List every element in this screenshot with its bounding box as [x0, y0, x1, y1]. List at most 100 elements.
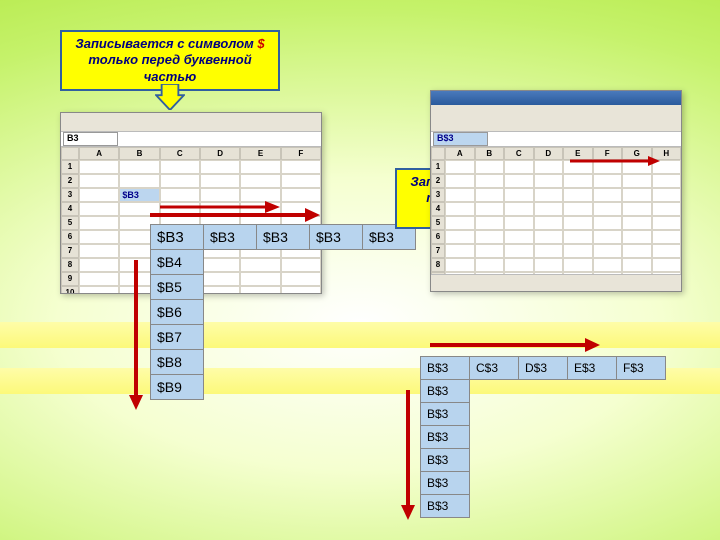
- excel-cell: [504, 188, 534, 202]
- ref-cell: B$3: [421, 403, 470, 426]
- excel-cell: [563, 174, 593, 188]
- excel-cell: [200, 174, 240, 188]
- row-header: 8: [61, 258, 79, 272]
- row-header: 1: [431, 160, 445, 174]
- excel-cell: [119, 174, 159, 188]
- col-header: D: [200, 147, 240, 160]
- excel-cell: [563, 244, 593, 258]
- ref-cell: $B9: [151, 375, 204, 400]
- callout-text-suffix: только перед буквенной частью: [88, 52, 251, 83]
- excel-cell: [652, 258, 682, 272]
- excel-cell: [281, 188, 321, 202]
- row-header: 6: [431, 230, 445, 244]
- excel-cell: [79, 286, 119, 294]
- excel-cell: [504, 230, 534, 244]
- excel-cell: [79, 188, 119, 202]
- excel-cell: [445, 258, 475, 272]
- ref-table-right-col: B$3B$3B$3B$3B$3B$3B$3: [420, 356, 470, 518]
- ref-cell: B$3: [421, 380, 470, 403]
- col-header: C: [504, 147, 534, 160]
- excel-cell: [593, 230, 623, 244]
- row-header: 6: [61, 230, 79, 244]
- excel-cell: [534, 258, 564, 272]
- excel-cell: [240, 258, 280, 272]
- excel-cell: [622, 244, 652, 258]
- col-header: C: [160, 147, 200, 160]
- ref-cell: $B3: [310, 225, 363, 250]
- excel-cell: [240, 286, 280, 294]
- row-header: 7: [61, 244, 79, 258]
- excel-cell: [240, 160, 280, 174]
- excel-formula-bar: B3: [61, 132, 321, 147]
- excel-cell: [504, 216, 534, 230]
- excel-cell: [593, 244, 623, 258]
- excel-cell: [504, 160, 534, 174]
- row-header: 4: [431, 202, 445, 216]
- excel-cell: [445, 202, 475, 216]
- ref-cell: $B7: [151, 325, 204, 350]
- row-header: 2: [61, 174, 79, 188]
- excel-cell: [281, 272, 321, 286]
- row-header: 3: [61, 188, 79, 202]
- excel-cell: [652, 244, 682, 258]
- excel-cell: [79, 258, 119, 272]
- excel-cell: [622, 188, 652, 202]
- excel-cell: [445, 230, 475, 244]
- callout-dollar-sign: $: [257, 36, 264, 51]
- excel-cell: [563, 216, 593, 230]
- excel-cell: [160, 174, 200, 188]
- excel-cell: [652, 202, 682, 216]
- ref-cell: $B3: [257, 225, 310, 250]
- ref-table-left-col: $B3$B4$B5$B6$B7$B8$B9: [150, 224, 204, 400]
- callout-text-prefix: Записывается с символом: [75, 36, 257, 51]
- col-header: A: [79, 147, 119, 160]
- col-header: B: [119, 147, 159, 160]
- excel-cell: [534, 160, 564, 174]
- ref-cell: B$3: [421, 426, 470, 449]
- excel-screenshot-right: B$3 ABCDEFGH1234567891011: [430, 90, 682, 292]
- excel-cell: [119, 160, 159, 174]
- excel-cell: [475, 216, 505, 230]
- excel-cell: [475, 258, 505, 272]
- ref-cell: $B3: [151, 225, 204, 250]
- excel-grid-r: ABCDEFGH1234567891011: [431, 147, 681, 292]
- excel-cell: [504, 202, 534, 216]
- excel-cell: [475, 202, 505, 216]
- excel-cell: [534, 244, 564, 258]
- excel-titlebar: [431, 91, 681, 105]
- excel-cell: [445, 174, 475, 188]
- excel-cell: [622, 202, 652, 216]
- arrow-right-vertical: [400, 390, 416, 520]
- excel-cell: [445, 160, 475, 174]
- excel-cell: [593, 188, 623, 202]
- excel-cell: [281, 174, 321, 188]
- excel-cell: [563, 188, 593, 202]
- ref-cell: F$3: [617, 357, 666, 380]
- row-header: 2: [431, 174, 445, 188]
- excel-cell: [652, 230, 682, 244]
- excel-cell: [79, 160, 119, 174]
- excel-cell: [534, 216, 564, 230]
- excel-cell: [534, 230, 564, 244]
- excel-namebox-r: B$3: [433, 132, 488, 146]
- excel-cell: [200, 160, 240, 174]
- excel-cell: [200, 286, 240, 294]
- excel-namebox: B3: [63, 132, 118, 146]
- excel-cell: [160, 160, 200, 174]
- excel-cell: [652, 216, 682, 230]
- excel-toolbar: [61, 113, 321, 132]
- excel-cell: [79, 202, 119, 216]
- excel-cell: [240, 272, 280, 286]
- excel-cell: [200, 272, 240, 286]
- row-header: 9: [61, 272, 79, 286]
- excel-cell: [79, 230, 119, 244]
- callout-arrow-left: [155, 84, 185, 110]
- excel-cell: [622, 258, 652, 272]
- excel-cell: [475, 160, 505, 174]
- ref-cell: $B8: [151, 350, 204, 375]
- row-header: 5: [431, 216, 445, 230]
- excel-cell: [79, 174, 119, 188]
- excel-cell: [652, 188, 682, 202]
- excel-cell: [563, 230, 593, 244]
- band-1: [0, 322, 720, 348]
